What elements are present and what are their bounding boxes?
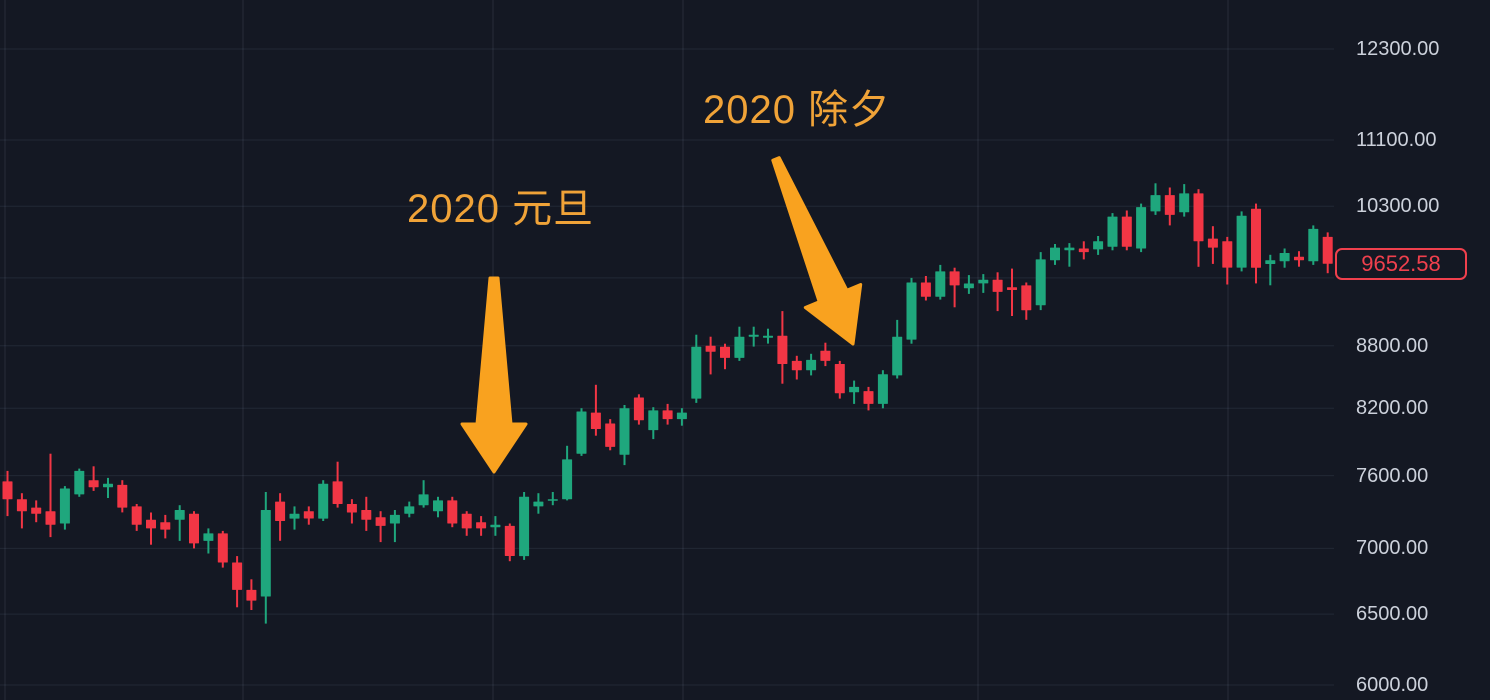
y-axis-tick-label: 7000.00 xyxy=(1356,537,1429,559)
y-axis-tick-label: 8200.00 xyxy=(1356,397,1429,419)
y-axis-tick-label: 6000.00 xyxy=(1356,674,1429,696)
arrow-chuxi xyxy=(771,156,863,346)
y-axis-tick-label: 11100.00 xyxy=(1356,129,1437,151)
y-axis-tick-label: 6500.00 xyxy=(1356,603,1429,625)
y-axis-tick-label: 7600.00 xyxy=(1356,465,1429,487)
arrow-yuandan xyxy=(460,276,528,474)
y-axis-tick-label: 10300.00 xyxy=(1356,195,1440,217)
grid-lines xyxy=(0,0,1334,700)
candles xyxy=(2,183,1333,624)
y-axis-tick-label: 8800.00 xyxy=(1356,335,1429,357)
annotation-arrows xyxy=(460,156,863,474)
y-axis-tick-label: 12300.00 xyxy=(1356,38,1440,60)
last-price-badge: 9652.58 xyxy=(1335,248,1467,280)
